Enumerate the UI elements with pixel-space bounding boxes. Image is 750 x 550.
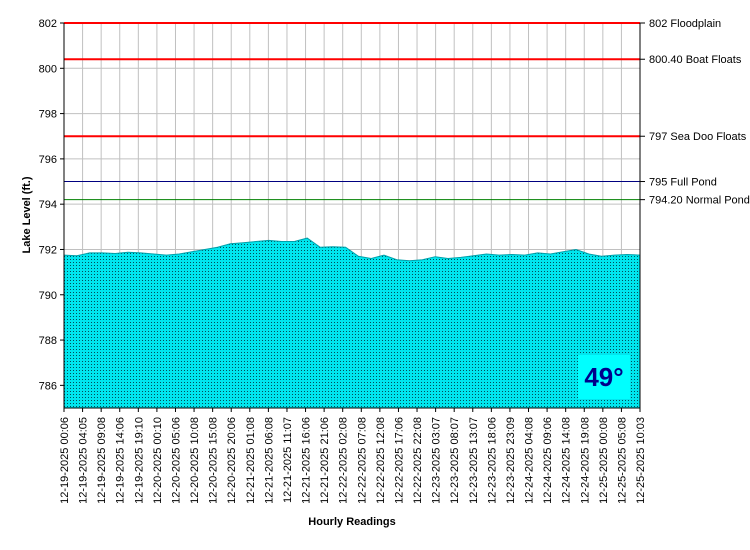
x-axis-title: Hourly Readings: [308, 516, 395, 528]
x-tick-label: 12-23-2025 13:07: [468, 417, 480, 504]
x-tick-label: 12-22-2025 17:06: [393, 417, 405, 504]
y-tick-label: 794: [39, 199, 57, 211]
y-tick-label: 790: [39, 290, 57, 302]
temperature-value: 49°: [584, 362, 623, 392]
y-axis-title: Lake Level (ft.): [21, 176, 33, 253]
y-axis-ticks: 786 788 790 792 794 796 798 800 802: [39, 18, 64, 392]
x-tick-label: 12-20-2025 00:10: [152, 417, 164, 504]
y-tick-label: 802: [39, 18, 57, 30]
reference-label: 800.40 Boat Floats: [649, 54, 742, 66]
x-tick-label: 12-19-2025 14:06: [115, 417, 127, 504]
x-tick-label: 12-25-2025 00:08: [598, 417, 610, 504]
x-tick-label: 12-24-2025 14:08: [561, 417, 573, 504]
x-tick-label: 12-21-2025 21:06: [319, 417, 331, 504]
y-tick-label: 800: [39, 63, 57, 75]
x-tick-label: 12-21-2025 11:07: [282, 417, 294, 503]
x-tick-label: 12-24-2025 04:08: [524, 417, 536, 504]
x-tick-label: 12-22-2025 12:08: [375, 417, 387, 504]
x-tick-label: 12-23-2025 03:07: [431, 417, 443, 504]
x-tick-label: 12-25-2025 10:03: [635, 417, 647, 504]
x-tick-label: 12-23-2025 23:09: [505, 417, 517, 504]
x-tick-label: 12-21-2025 16:06: [301, 417, 313, 504]
reference-label: 802 Floodplain: [649, 18, 721, 30]
x-tick-label: 12-22-2025 07:08: [356, 417, 368, 504]
x-tick-label: 12-19-2025 19:10: [133, 417, 145, 504]
x-tick-label: 12-23-2025 08:07: [449, 417, 461, 504]
x-tick-label: 12-23-2025 18:06: [486, 417, 498, 504]
x-axis-ticks: 12-19-2025 00:06 12-19-2025 04:05 12-19-20…: [59, 408, 647, 504]
temperature-badge: 49°: [578, 355, 630, 399]
x-tick-label: 12-21-2025 06:08: [263, 417, 275, 504]
y-tick-label: 786: [39, 380, 57, 392]
lake-level-line: [63, 237, 641, 262]
x-tick-label: 12-19-2025 04:05: [78, 417, 90, 504]
x-tick-label: 12-25-2025 05:08: [616, 417, 628, 504]
x-tick-label: 12-19-2025 09:08: [96, 417, 108, 504]
y-tick-label: 792: [39, 244, 57, 256]
reference-label: 795 Full Pond: [649, 177, 717, 189]
x-tick-label: 12-20-2025 10:08: [189, 417, 201, 504]
x-tick-label: 12-24-2025 09:06: [542, 417, 554, 504]
x-tick-label: 12-20-2025 15:08: [208, 417, 220, 504]
x-tick-label: 12-24-2025 19:08: [579, 417, 591, 504]
x-tick-label: 12-20-2025 20:06: [226, 417, 238, 504]
reference-labels: 802 Floodplain 800.40 Boat Floats 797 Sea …: [640, 18, 750, 207]
x-tick-label: 12-19-2025 00:06: [59, 417, 71, 504]
temperature-badge-background: [578, 355, 630, 399]
y-tick-label: 798: [39, 109, 57, 121]
reference-label: 797 Sea Doo Floats: [649, 131, 747, 143]
lake-level-area: [64, 238, 640, 408]
reference-label: 794.20 Normal Pond: [649, 195, 750, 207]
y-tick-label: 788: [39, 335, 57, 347]
axes: [63, 23, 641, 409]
reference-lines: [64, 22, 640, 201]
x-tick-label: 12-22-2025 22:08: [412, 417, 424, 504]
x-tick-label: 12-21-2025 01:08: [245, 417, 257, 504]
x-tick-label: 12-22-2025 02:08: [338, 417, 350, 504]
y-tick-label: 796: [39, 154, 57, 166]
x-tick-label: 12-20-2025 05:06: [170, 417, 182, 504]
